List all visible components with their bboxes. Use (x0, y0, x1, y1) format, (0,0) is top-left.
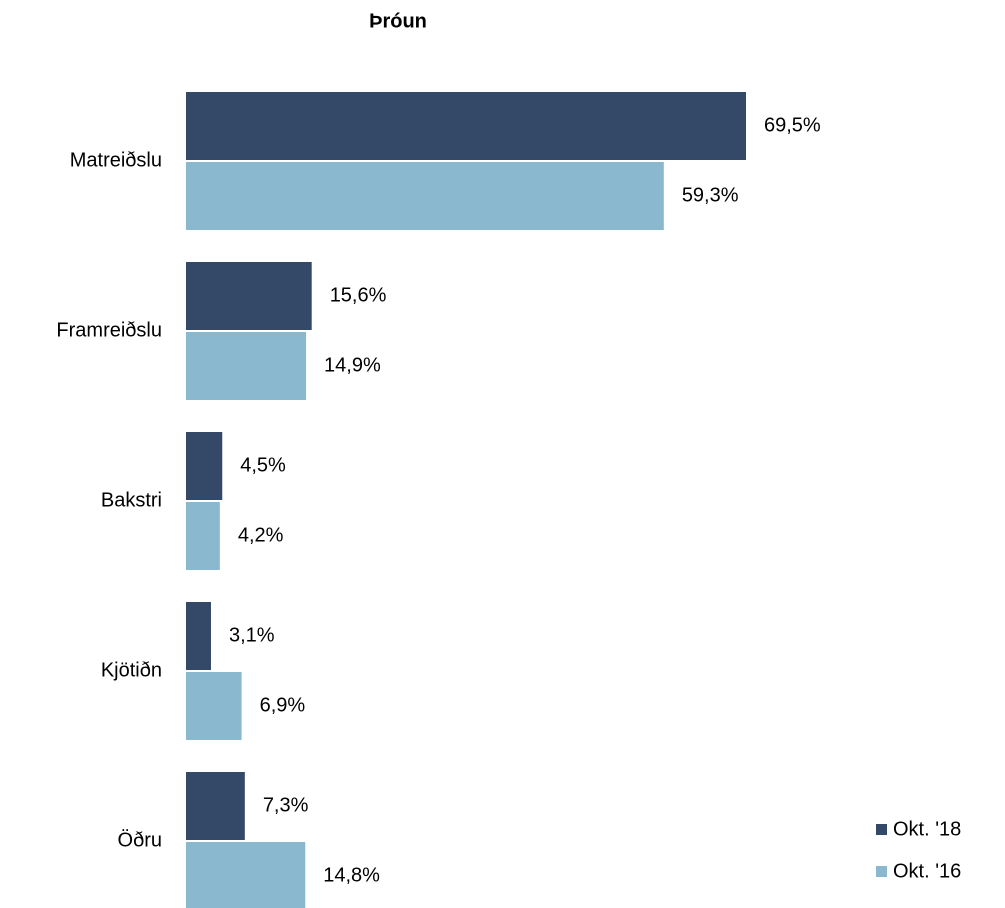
bar (186, 332, 307, 400)
category-label: Framreiðslu (56, 319, 162, 341)
value-label: 7,3% (263, 794, 309, 816)
legend-label: Okt. '16 (893, 860, 961, 882)
bar (186, 262, 312, 330)
legend-swatch (876, 824, 887, 835)
value-label: 59,3% (682, 184, 739, 206)
bar (186, 432, 223, 500)
bar (186, 602, 211, 670)
bar (186, 772, 245, 840)
value-label: 6,9% (260, 694, 306, 716)
value-label: 4,5% (240, 454, 286, 476)
value-label: 15,6% (330, 284, 387, 306)
value-label: 4,2% (238, 524, 284, 546)
chart-title: Þróun (369, 10, 427, 32)
legend-swatch (876, 866, 887, 877)
bar (186, 92, 746, 160)
value-label: 69,5% (764, 114, 821, 136)
category-label: Bakstri (101, 489, 162, 511)
category-label: Matreiðslu (70, 149, 162, 171)
value-label: 14,9% (324, 354, 381, 376)
category-label: Öðru (118, 829, 162, 851)
bar (186, 672, 242, 740)
category-label: Kjötiðn (101, 659, 162, 681)
bar (186, 842, 306, 908)
value-label: 14,8% (323, 864, 380, 886)
legend-label: Okt. '18 (893, 818, 961, 840)
value-label: 3,1% (229, 624, 275, 646)
bar (186, 502, 220, 570)
bar (186, 162, 664, 230)
